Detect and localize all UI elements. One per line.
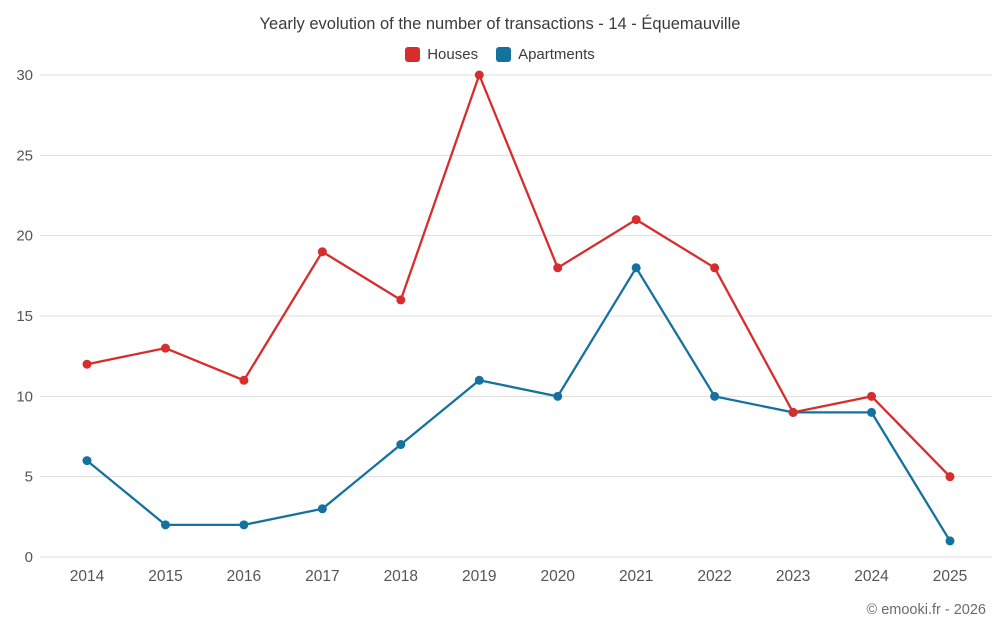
x-tick-label: 2016 — [227, 568, 261, 585]
apartments-point-2020 — [553, 391, 563, 401]
apartments-point-2015 — [160, 520, 170, 530]
x-tick-label: 2019 — [462, 568, 496, 585]
apartments-point-2016 — [239, 520, 249, 530]
chart-legend: Houses Apartments — [0, 46, 1000, 63]
x-tick-label: 2014 — [70, 568, 105, 585]
houses-point-2025 — [945, 472, 955, 482]
apartments-point-2024 — [867, 407, 877, 417]
houses-point-2021 — [631, 215, 641, 225]
x-tick-label: 2020 — [540, 568, 575, 585]
y-tick-label: 15 — [16, 308, 33, 325]
x-tick-label: 2024 — [854, 568, 889, 585]
apartments-legend-label: Apartments — [518, 46, 595, 63]
houses-point-2014 — [82, 359, 92, 369]
x-tick-label: 2015 — [148, 568, 182, 585]
houses-point-2024 — [867, 391, 877, 401]
houses-color-swatch — [405, 47, 421, 62]
y-tick-label: 10 — [16, 388, 33, 405]
houses-point-2023 — [788, 407, 798, 417]
houses-legend-label: Houses — [427, 46, 479, 63]
apartments-point-2022 — [710, 391, 720, 401]
apartments-line — [85, 266, 952, 543]
copyright-footer: © emooki.fr - 2026 — [866, 602, 986, 618]
houses-point-2016 — [239, 375, 249, 385]
y-tick-label: 25 — [16, 147, 33, 164]
x-tick-label: 2021 — [619, 568, 653, 585]
houses-line — [85, 73, 952, 478]
houses-point-2022 — [710, 263, 720, 273]
x-tick-label: 2022 — [697, 568, 731, 585]
y-tick-label: 30 — [16, 67, 33, 84]
x-tick-label: 2023 — [776, 568, 810, 585]
legend-item-houses[interactable]: Houses — [405, 46, 478, 63]
x-tick-label: 2018 — [384, 568, 418, 585]
chart-title: Yearly evolution of the number of transa… — [259, 15, 741, 33]
apartments-point-2018 — [396, 440, 406, 450]
apartments-point-2025 — [945, 536, 955, 546]
houses-point-2019 — [474, 70, 484, 80]
y-tick-label: 0 — [25, 549, 33, 566]
x-tick-label: 2017 — [305, 568, 339, 585]
houses-point-2015 — [160, 343, 170, 353]
apartments-point-2017 — [317, 504, 327, 514]
apartments-color-swatch — [496, 47, 512, 62]
houses-point-2018 — [396, 295, 406, 305]
legend-item-apartments[interactable]: Apartments — [496, 46, 595, 63]
apartments-point-2014 — [82, 456, 92, 466]
apartments-point-2021 — [631, 263, 641, 273]
x-tick-label: 2025 — [933, 568, 967, 585]
apartments-point-2019 — [474, 375, 484, 385]
y-tick-label: 20 — [16, 228, 33, 245]
houses-point-2017 — [317, 247, 327, 257]
y-tick-label: 5 — [25, 469, 33, 486]
houses-point-2020 — [553, 263, 563, 273]
